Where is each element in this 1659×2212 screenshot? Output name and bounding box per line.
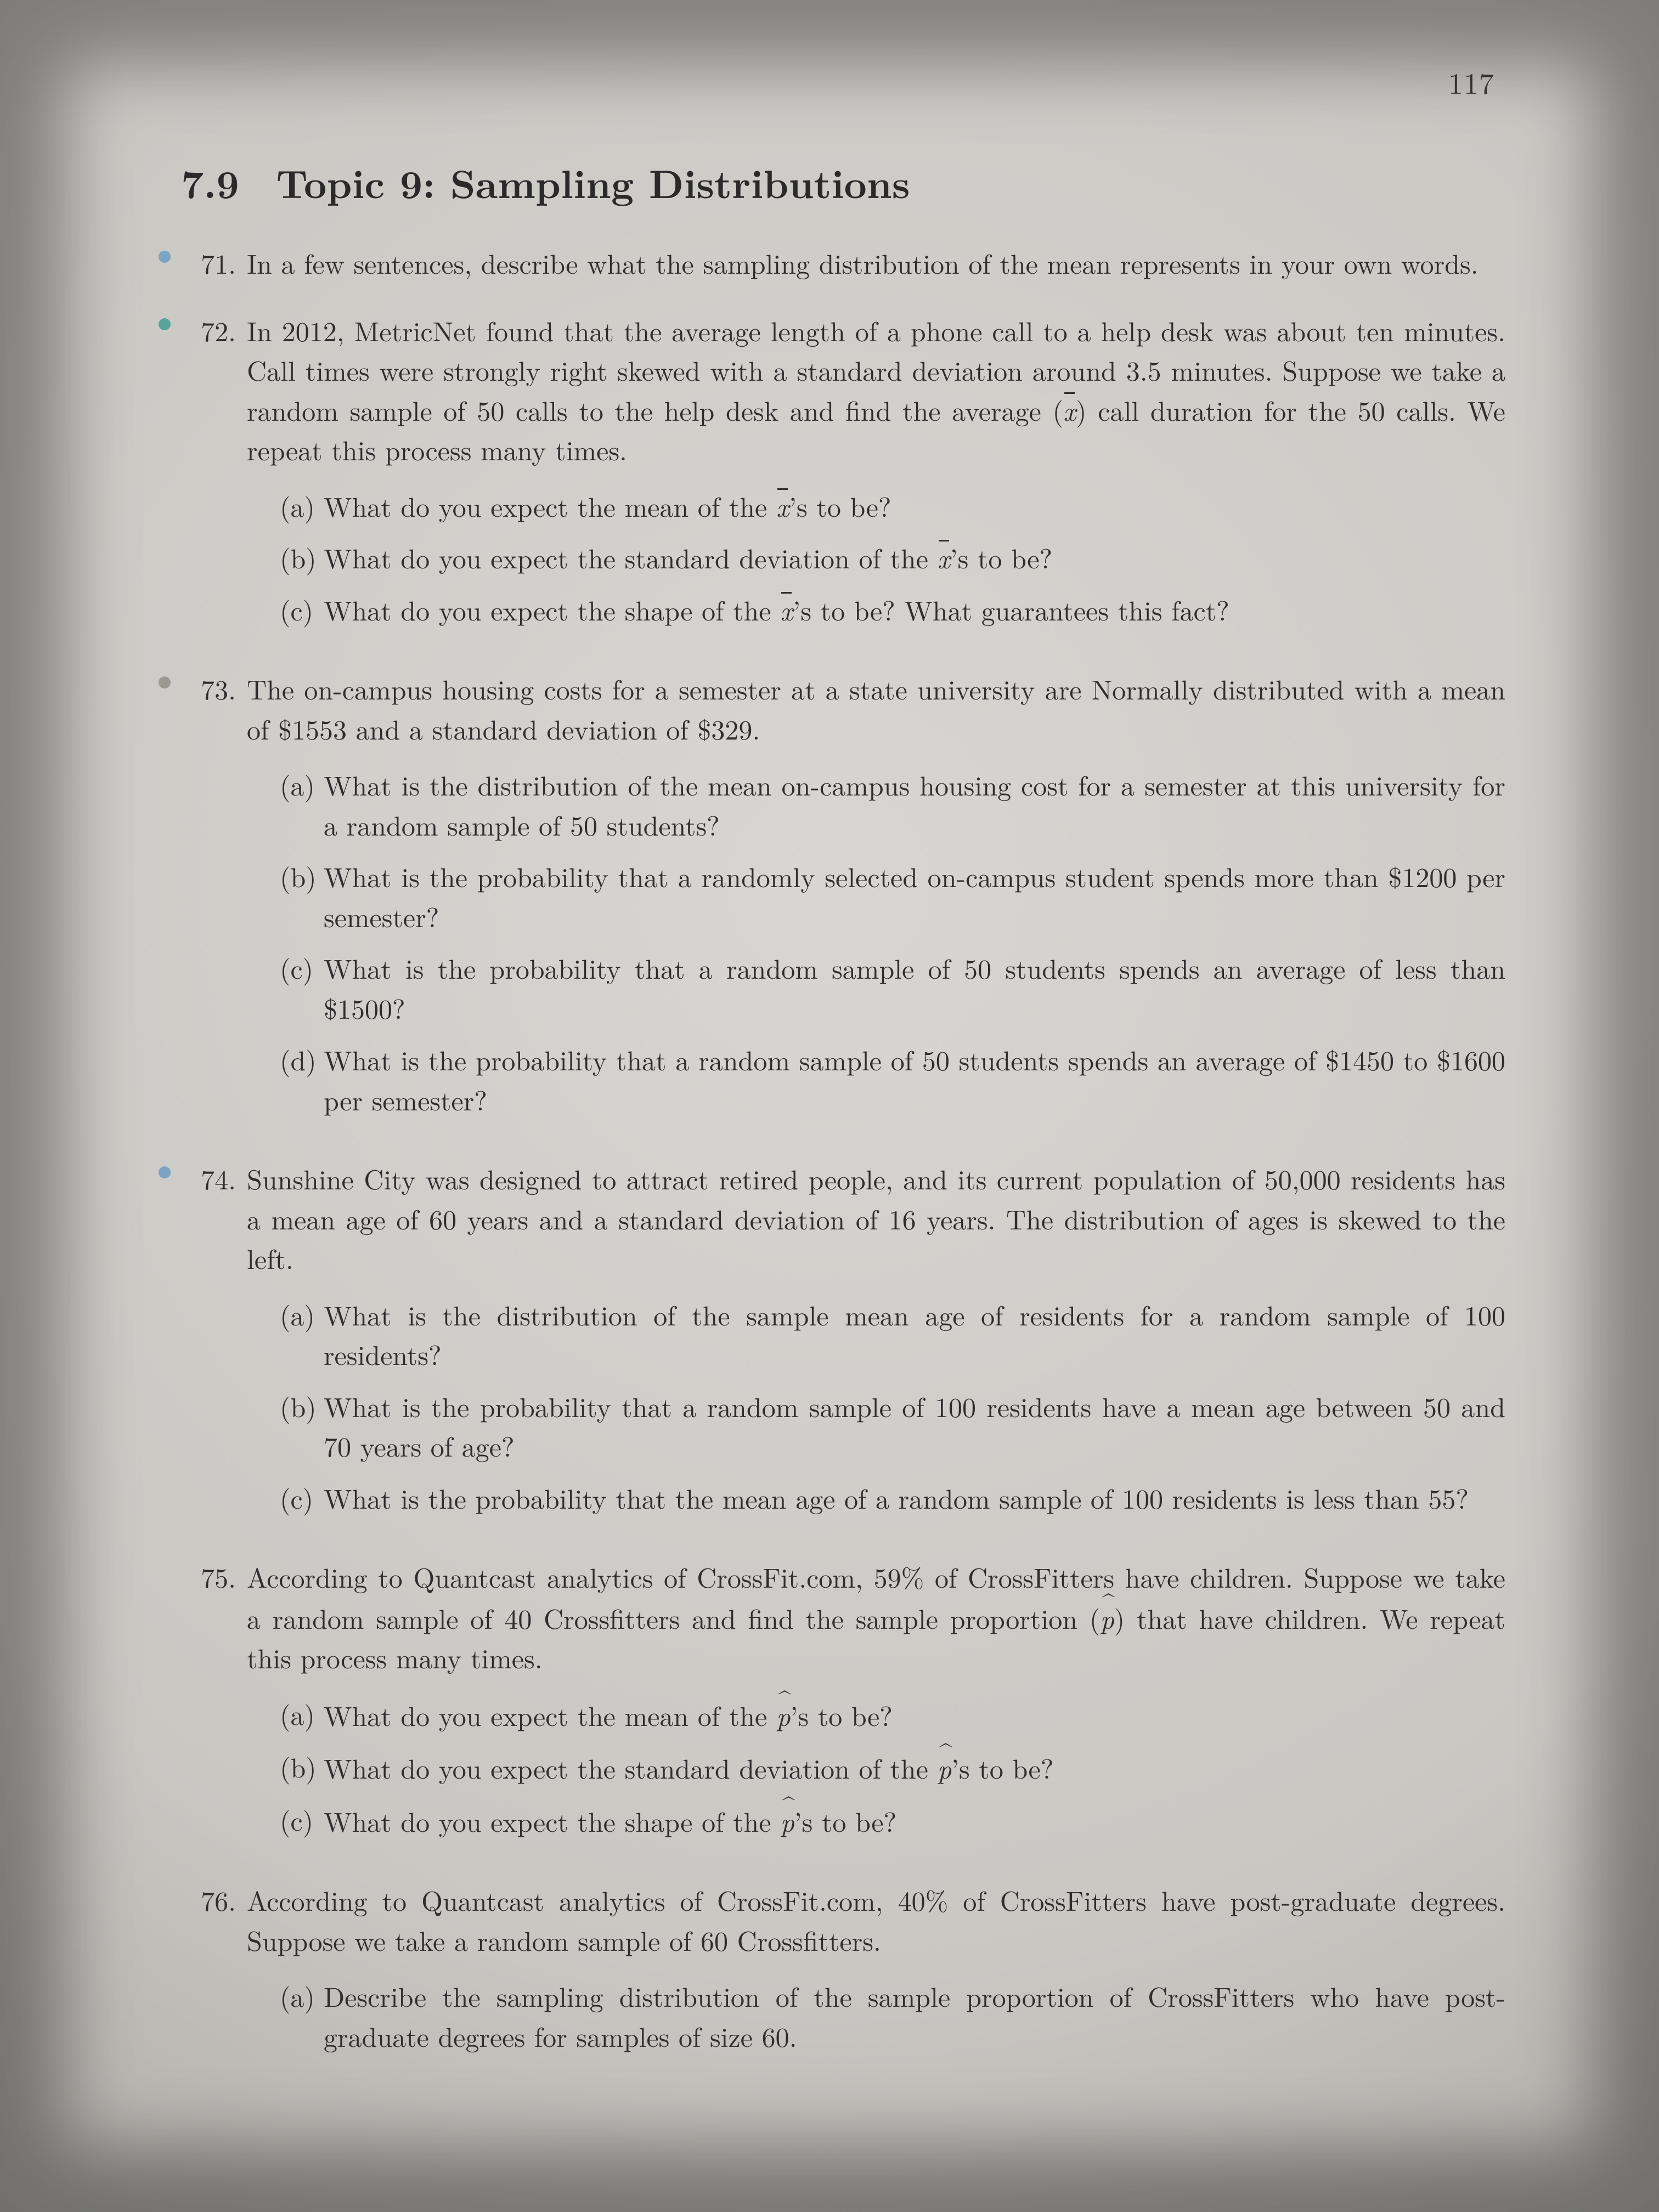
subpart: (c)What is the probability that the mean… [280,1478,1505,1518]
section-heading: 7.9 Topic 9: Sampling Distributions [154,154,1505,210]
question-marker [154,1159,176,1530]
question: 74.Sunshine City was designed to attract… [154,1159,1505,1530]
subpart-label: (b) [280,1386,324,1466]
subpart-text: What do you expect the mean of the p’s t… [324,1694,1505,1735]
subpart-text: What is the probability that a random sa… [324,948,1505,1028]
subpart-label: (a) [280,765,324,844]
subpart: (b)What is the probability that a random… [280,856,1505,936]
bullet-icon [159,676,171,689]
section-number: 7.9 [181,154,239,210]
question: 71.In a few sentences, describe what the… [154,243,1505,283]
subpart-label: (b) [280,856,324,936]
subpart-text: What do you expect the mean of the x’s t… [324,486,1505,526]
question-number: 76. [176,1880,247,2068]
subpart-label: (c) [280,1478,324,1518]
subpart: (a)What do you expect the mean of the p’… [280,1694,1505,1735]
subpart-label: (a) [280,486,324,526]
subpart-text: What do you expect the standard deviatio… [324,538,1505,578]
subpart-label: (d) [280,1040,324,1119]
bullet-icon [159,1166,171,1178]
question-text: According to Quantcast analytics of Cros… [247,1880,1505,1960]
subpart-text: What is the distribution of the sample m… [324,1295,1505,1374]
question-text: According to Quantcast analytics of Cros… [247,1557,1505,1678]
question-body: In a few sentences, describe what the sa… [247,243,1505,283]
subparts-list: (a)What is the distribution of the sampl… [247,1295,1505,1518]
question-number: 71. [176,243,247,283]
subpart-label: (a) [280,1976,324,2056]
question-number: 72. [176,311,247,642]
question-body: According to Quantcast analytics of Cros… [247,1557,1505,1853]
questions-list: 71.In a few sentences, describe what the… [154,243,1505,2068]
subpart: (c)What is the probability that a random… [280,948,1505,1028]
subpart-text: What is the distribution of the mean on-… [324,765,1505,844]
page-number: 117 [1448,60,1494,103]
subpart-text: What is the probability that a random sa… [324,1386,1505,1466]
question-marker [154,243,176,283]
question-number: 75. [176,1557,247,1853]
subpart: (b)What do you expect the standard devia… [280,1747,1505,1788]
question: 75.According to Quantcast analytics of C… [154,1557,1505,1853]
subpart: (d)What is the probability that a random… [280,1040,1505,1119]
subpart: (a)Describe the sampling distribution of… [280,1976,1505,2056]
question: 72.In 2012, MetricNet found that the ave… [154,311,1505,642]
subpart-label: (b) [280,1747,324,1788]
subpart: (a)What do you expect the mean of the x’… [280,486,1505,526]
subparts-list: (a)What do you expect the mean of the x’… [247,486,1505,630]
question-body: The on-campus housing costs for a semest… [247,669,1505,1131]
question: 73.The on-campus housing costs for a sem… [154,669,1505,1131]
subpart-label: (b) [280,538,324,578]
question-text: In a few sentences, describe what the sa… [247,243,1505,283]
question-marker [154,311,176,642]
subpart: (a)What is the distribution of the mean … [280,765,1505,844]
question-body: According to Quantcast analytics of Cros… [247,1880,1505,2068]
question-marker [154,669,176,1131]
subpart-label: (a) [280,1694,324,1735]
question-text: The on-campus housing costs for a semest… [247,669,1505,748]
subparts-list: (a)Describe the sampling distribution of… [247,1976,1505,2056]
subpart-text: What do you expect the standard deviatio… [324,1747,1505,1788]
question-number: 73. [176,669,247,1131]
question-body: Sunshine City was designed to attract re… [247,1159,1505,1530]
subpart-label: (a) [280,1295,324,1374]
question-marker [154,1557,176,1853]
question-marker [154,1880,176,2068]
subpart-text: What do you expect the shape of the p’s … [324,1800,1505,1841]
bullet-icon [159,251,171,263]
subpart-text: What is the probability that a random sa… [324,1040,1505,1119]
subpart: (b)What is the probability that a random… [280,1386,1505,1466]
question-body: In 2012, MetricNet found that the averag… [247,311,1505,642]
subpart-text: What is the probability that the mean ag… [324,1478,1505,1518]
subpart: (c)What do you expect the shape of the x… [280,590,1505,630]
subpart-label: (c) [280,948,324,1028]
subpart: (b)What do you expect the standard devia… [280,538,1505,578]
textbook-page: 117 7.9 Topic 9: Sampling Distributions … [0,0,1659,2212]
subpart: (a)What is the distribution of the sampl… [280,1295,1505,1374]
subpart-label: (c) [280,1800,324,1841]
subpart-text: Describe the sampling distribution of th… [324,1976,1505,2056]
subpart-label: (c) [280,590,324,630]
question-text: Sunshine City was designed to attract re… [247,1159,1505,1278]
subpart-text: What is the probability that a randomly … [324,856,1505,936]
subpart-text: What do you expect the shape of the x’s … [324,590,1505,630]
subpart: (c)What do you expect the shape of the p… [280,1800,1505,1841]
subparts-list: (a)What is the distribution of the mean … [247,765,1505,1119]
question-number: 74. [176,1159,247,1530]
subparts-list: (a)What do you expect the mean of the p’… [247,1694,1505,1841]
bullet-icon [159,318,171,330]
question-text: In 2012, MetricNet found that the averag… [247,311,1505,470]
section-title: Topic 9: Sampling Distributions [276,154,910,210]
question: 76.According to Quantcast analytics of C… [154,1880,1505,2068]
